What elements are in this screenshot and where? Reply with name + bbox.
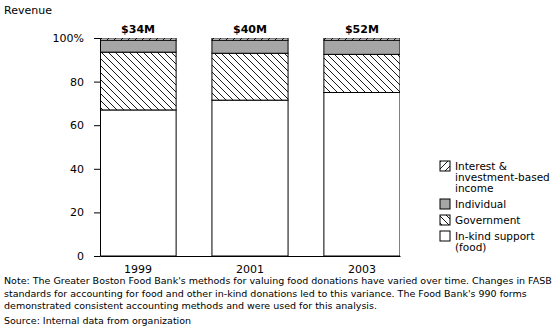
y-tick: 60 [70,119,100,132]
x-tick-label: 2001 [236,263,264,276]
legend-swatch [440,215,450,225]
x-tick-label: 2003 [348,263,376,276]
legend-item: Individual [440,198,506,210]
total-label: $34M [121,23,155,36]
y-tick-label: 0 [77,250,84,263]
total-label: $40M [233,23,267,36]
x-tick: 1999 [124,256,152,276]
x-tick: 2001 [236,256,264,276]
bar-segment [324,40,400,54]
y-tick-label: 40 [70,163,84,176]
bar-segment [100,38,176,40]
bar-segment [212,38,288,40]
chart: 0 20 40 60 80 100% 1999 2001 2003 Revenue $34M $40M… [0,0,560,335]
bar-segment [212,40,288,53]
bar-segment [212,53,288,100]
legend-item: Interest &investment-basedincome [440,160,550,194]
y-tick-label: 60 [70,119,84,132]
y-tick-mark [94,38,100,39]
y-tick: 40 [70,163,100,176]
y-tick-mark [94,82,100,83]
total-label: $52M [345,23,379,36]
legend-label: Government [455,214,520,226]
bar-segment [100,40,176,52]
bar-segment [212,100,288,256]
note: Note: The Greater Boston Food Bank's met… [4,275,552,311]
y-tick: 20 [70,206,100,219]
bar-segment [100,52,176,110]
legend-label: Interest &investment-basedincome [455,160,550,194]
y-axis-line [100,39,101,257]
y-axis-title: Revenue [4,4,52,17]
y-tick: 80 [70,76,100,89]
x-tick-label: 1999 [124,263,152,276]
y-tick-mark [94,125,100,126]
bar-segment [324,93,400,257]
bar-segment [324,54,400,92]
legend-item: Government [440,214,520,226]
bar-segment [100,110,176,256]
legend: Interest &investment-basedincome Individu… [440,160,550,253]
y-tick-mark [94,256,100,257]
y-tick-mark [94,169,100,170]
bar-segment [324,38,400,40]
y-axis: 0 20 40 60 80 100% [53,32,101,263]
x-axis: 1999 2001 2003 [101,256,401,276]
y-tick: 100% [53,32,100,45]
y-tick-label: 80 [70,76,84,89]
x-tick: 2003 [348,256,376,276]
legend-swatch [440,199,450,209]
y-tick-label: 20 [70,206,84,219]
bars [100,38,400,256]
y-tick-mark [94,212,100,213]
y-tick: 0 [77,250,100,263]
x-axis-line [101,256,401,257]
legend-label: In-kind support(food) [455,230,535,253]
source: Source: Internal data from organization [4,315,191,326]
legend-swatch [440,231,450,241]
legend-item: In-kind support(food) [440,230,535,253]
y-tick-label: 100% [53,32,84,45]
legend-label: Individual [455,198,506,210]
legend-swatch [440,161,450,171]
